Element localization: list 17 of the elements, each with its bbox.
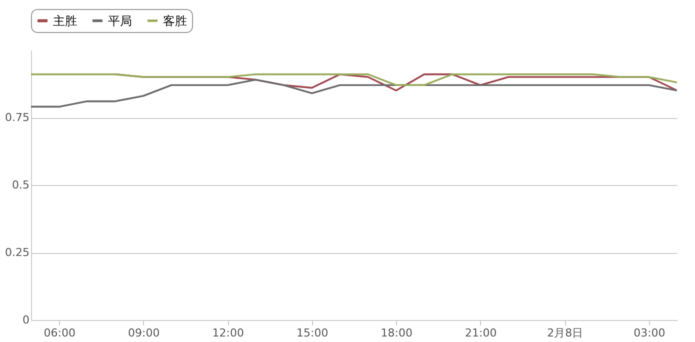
x-tick-label: 06:00 <box>44 326 76 340</box>
x-tick-label: 03:00 <box>634 326 666 340</box>
line-series <box>31 73 677 86</box>
y-tick-label: 0.25 <box>5 246 30 259</box>
x-tick-label: 2月8日 <box>547 326 584 340</box>
legend-label: 主胜 <box>53 14 77 28</box>
x-tick-label: 12:00 <box>212 326 244 340</box>
x-tick-label: 18:00 <box>380 326 412 340</box>
x-tick-label: 09:00 <box>128 326 160 340</box>
y-tick-label: 0.5 <box>12 178 30 192</box>
line-series <box>31 78 677 108</box>
x-tick-label: 21:00 <box>465 326 497 340</box>
legend-label: 客胜 <box>163 14 187 28</box>
y-tick-label: 0 <box>22 314 30 326</box>
legend-label: 平局 <box>108 14 132 28</box>
x-tick-label: 15:00 <box>296 326 328 340</box>
y-tick-label: 0.75 <box>5 111 30 124</box>
